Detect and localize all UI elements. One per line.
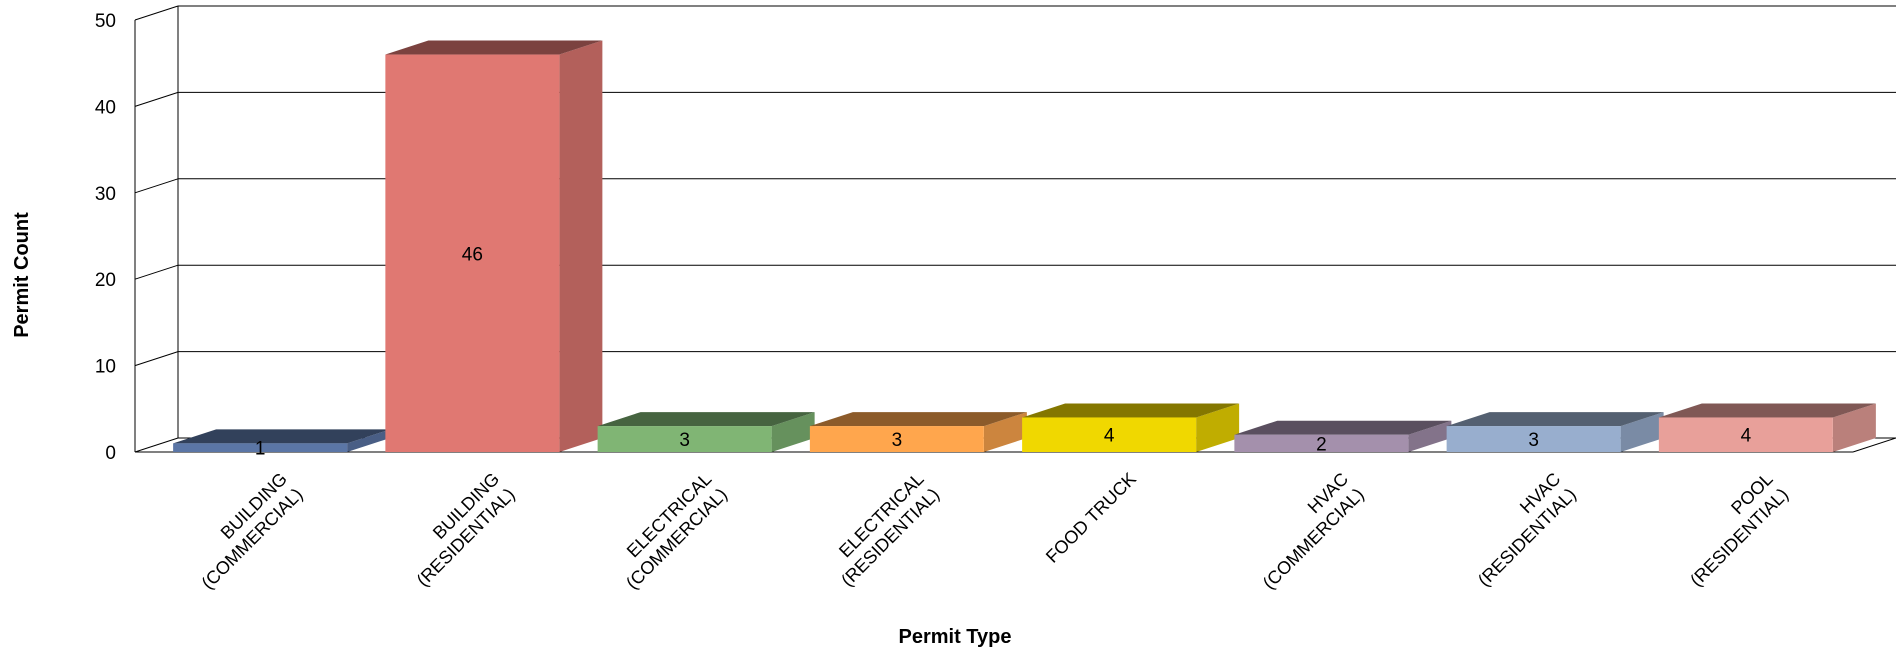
bar-top — [1446, 412, 1664, 427]
y-axis-title: Permit Count — [11, 212, 33, 338]
data-label: 3 — [892, 430, 903, 451]
data-label: 4 — [1741, 426, 1752, 447]
y-tick-label: 30 — [95, 184, 116, 205]
data-label: 2 — [1316, 434, 1327, 455]
bar — [809, 412, 1027, 452]
x-tick-label: BUILDING(RESIDENTIAL) — [397, 469, 519, 591]
data-label: 1 — [255, 439, 266, 460]
bar-side — [1620, 412, 1664, 452]
bars — [173, 40, 1876, 453]
bar-front — [1446, 426, 1621, 452]
x-tick-label: HVAC(COMMERCIAL) — [1243, 469, 1367, 593]
gridline-side — [134, 437, 179, 453]
gridline-side — [134, 91, 179, 107]
bar-top — [1658, 403, 1876, 418]
bar-top — [1234, 420, 1452, 435]
bar — [1234, 420, 1452, 452]
y-tick-label: 40 — [95, 97, 116, 118]
y-tick-label: 10 — [95, 357, 116, 378]
bar-side — [983, 412, 1027, 452]
x-tick-label: ELECTRICAL(RESIDENTIAL) — [822, 469, 944, 591]
y-tick-label: 0 — [105, 443, 116, 464]
bar-side — [1408, 420, 1452, 452]
gridline-side — [134, 351, 179, 367]
bar-top — [385, 40, 603, 55]
y-tick-label: 50 — [95, 11, 116, 32]
x-tick-labels: BUILDING(COMMERCIAL) BUILDING(RESIDENTIAL… — [182, 469, 1793, 593]
bar-top — [1022, 403, 1240, 418]
bar — [1658, 403, 1876, 452]
bar-side — [1832, 403, 1876, 452]
gridline-side — [134, 5, 179, 21]
bar-front — [1234, 434, 1409, 452]
gridline-side — [134, 178, 179, 194]
bar-top — [173, 429, 391, 444]
bar-front — [1658, 417, 1833, 452]
bar-top — [809, 412, 1027, 427]
x-tick-label: HVAC(RESIDENTIAL) — [1458, 469, 1580, 591]
x-tick-label: FOOD TRUCK — [1042, 469, 1140, 567]
bar-front — [597, 426, 772, 452]
bar-front — [809, 426, 984, 452]
data-label: 46 — [462, 244, 483, 265]
bar-top — [597, 412, 815, 427]
x-tick-label: BUILDING(COMMERCIAL) — [182, 469, 306, 593]
bar — [597, 412, 815, 452]
bar-side — [1196, 403, 1240, 452]
data-label: 3 — [679, 430, 690, 451]
bar-side — [771, 412, 815, 452]
bar — [385, 40, 603, 453]
x-tick-label: POOL(RESIDENTIAL) — [1671, 469, 1793, 591]
bar-side — [347, 429, 391, 452]
bar — [173, 429, 391, 452]
bar-front — [1022, 417, 1197, 452]
y-tick-labels: 0 10 20 30 40 50 — [95, 11, 116, 464]
bar-front — [385, 54, 560, 453]
data-label: 4 — [1104, 426, 1115, 447]
bar — [1446, 412, 1664, 452]
y-tick-label: 20 — [95, 270, 116, 291]
x-tick-label: ELECTRICAL(COMMERCIAL) — [607, 469, 731, 593]
gridline-side — [134, 264, 179, 280]
bar — [1022, 403, 1240, 452]
data-labels: 1 46 3 3 4 2 3 4 — [255, 244, 1752, 459]
bar-side — [559, 40, 603, 453]
floor-right-edge — [1852, 437, 1896, 453]
x-axis-title: Permit Type — [899, 626, 1012, 648]
data-label: 3 — [1528, 430, 1539, 451]
bar-front — [173, 443, 348, 452]
